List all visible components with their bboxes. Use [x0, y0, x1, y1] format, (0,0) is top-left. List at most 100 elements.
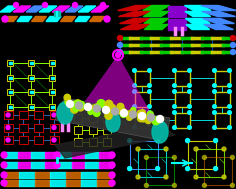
Circle shape [158, 116, 164, 122]
Bar [28, 89, 34, 95]
Circle shape [136, 147, 140, 151]
Circle shape [213, 69, 216, 72]
Circle shape [13, 2, 18, 8]
Bar [30, 77, 33, 79]
Circle shape [129, 110, 134, 116]
Circle shape [140, 110, 145, 115]
Bar [50, 136, 59, 144]
Circle shape [156, 139, 160, 143]
Ellipse shape [152, 121, 168, 143]
Circle shape [84, 104, 92, 111]
Bar [74, 138, 82, 146]
Bar [30, 91, 33, 93]
Circle shape [173, 105, 176, 108]
Circle shape [131, 108, 136, 112]
Bar [8, 62, 12, 64]
Circle shape [173, 111, 176, 114]
Circle shape [128, 167, 132, 171]
Circle shape [65, 99, 71, 105]
Polygon shape [26, 6, 44, 12]
Polygon shape [39, 6, 57, 12]
Bar [103, 114, 111, 122]
Bar [88, 114, 97, 122]
Circle shape [148, 114, 155, 121]
Circle shape [72, 106, 77, 111]
Ellipse shape [57, 102, 73, 124]
Circle shape [78, 101, 85, 108]
Circle shape [118, 43, 122, 47]
Circle shape [52, 125, 56, 129]
Polygon shape [80, 55, 155, 120]
Circle shape [173, 183, 176, 187]
Circle shape [109, 180, 115, 186]
Circle shape [173, 84, 176, 87]
Bar [215, 70, 229, 85]
Circle shape [214, 167, 218, 171]
Polygon shape [31, 16, 46, 22]
Circle shape [137, 110, 145, 118]
Bar [135, 112, 149, 128]
Circle shape [136, 175, 140, 179]
Bar [7, 104, 13, 110]
Polygon shape [91, 6, 109, 12]
Circle shape [228, 105, 231, 108]
Polygon shape [143, 12, 169, 16]
Polygon shape [168, 19, 186, 23]
Circle shape [194, 147, 198, 151]
Circle shape [71, 106, 78, 113]
Polygon shape [144, 25, 168, 29]
Circle shape [54, 152, 60, 158]
Polygon shape [52, 6, 70, 12]
Bar [30, 106, 33, 108]
Circle shape [130, 111, 136, 118]
Polygon shape [143, 5, 169, 11]
Bar [103, 126, 111, 134]
Circle shape [140, 115, 147, 122]
Circle shape [231, 36, 236, 40]
Circle shape [88, 109, 93, 114]
Circle shape [52, 113, 56, 117]
Circle shape [185, 167, 190, 171]
Circle shape [173, 155, 176, 159]
Circle shape [54, 162, 60, 168]
Circle shape [91, 105, 98, 113]
Circle shape [92, 105, 99, 112]
Bar [49, 89, 55, 95]
Circle shape [148, 69, 151, 72]
Circle shape [121, 109, 127, 116]
Circle shape [128, 139, 132, 143]
Circle shape [93, 105, 101, 112]
Circle shape [148, 90, 151, 93]
Bar [8, 77, 12, 79]
Bar [215, 91, 229, 106]
Circle shape [230, 183, 234, 187]
Circle shape [173, 69, 176, 72]
Bar [4, 136, 13, 144]
Circle shape [173, 90, 176, 93]
Polygon shape [55, 98, 170, 140]
Polygon shape [185, 12, 211, 16]
Circle shape [230, 155, 234, 159]
Circle shape [222, 175, 226, 179]
Circle shape [74, 100, 82, 108]
Circle shape [148, 111, 151, 114]
Bar [50, 123, 59, 132]
Circle shape [188, 69, 191, 72]
Polygon shape [186, 25, 210, 29]
Circle shape [105, 112, 112, 119]
Bar [7, 75, 13, 81]
Circle shape [109, 172, 115, 178]
Circle shape [202, 183, 206, 187]
Circle shape [213, 126, 216, 129]
Bar [50, 111, 59, 119]
Circle shape [105, 100, 113, 108]
Circle shape [188, 111, 191, 114]
Circle shape [109, 162, 115, 168]
Circle shape [152, 117, 160, 125]
Circle shape [64, 94, 71, 101]
Bar [51, 106, 54, 108]
Circle shape [73, 106, 78, 112]
Circle shape [1, 152, 7, 158]
Circle shape [1, 162, 7, 168]
Bar [174, 112, 190, 128]
